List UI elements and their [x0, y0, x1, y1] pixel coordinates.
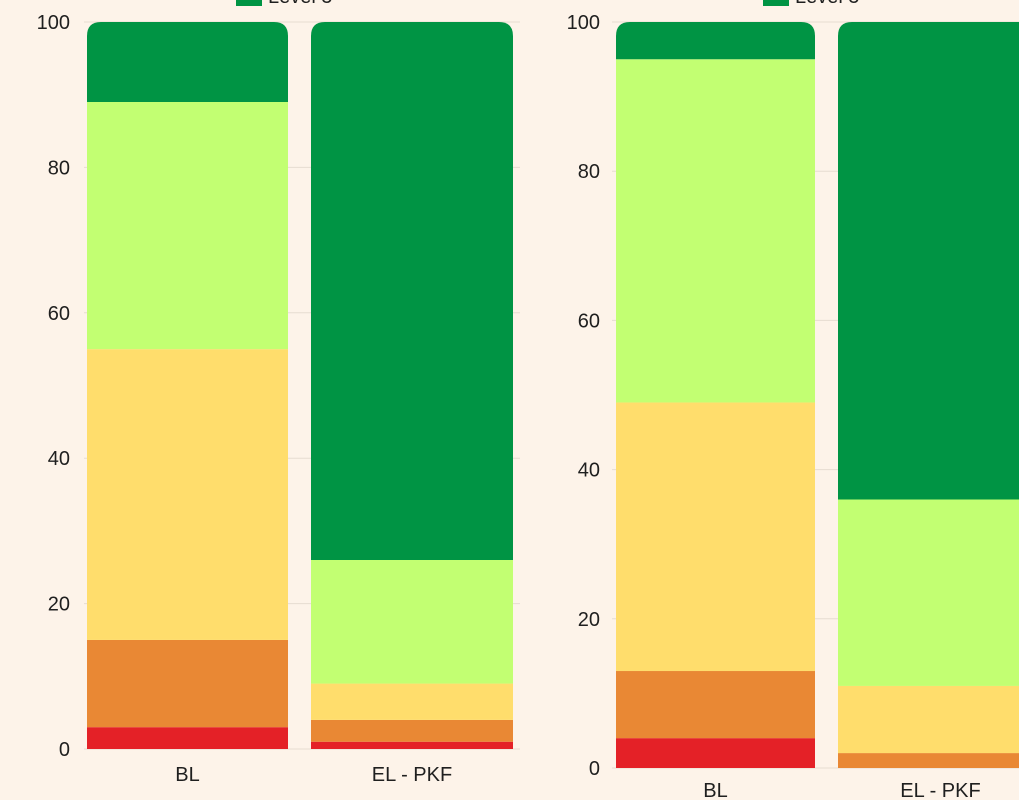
bar-segment-el-pkf-1	[311, 741, 513, 749]
x-category-label: BL	[703, 780, 727, 800]
bar-segment-el-pkf-2	[311, 719, 513, 742]
legend-swatch	[763, 0, 789, 6]
bar-segment-el-pkf-4	[838, 499, 1019, 686]
bar-segment-bl-2	[616, 671, 815, 739]
bar-segment-bl-4	[616, 59, 815, 403]
bar-segment-el-pkf-2	[838, 753, 1019, 768]
x-category-label: EL - PKF	[900, 780, 980, 800]
bar-segment-bl-4	[87, 101, 288, 350]
bar-segment-bl-5	[616, 22, 815, 60]
y-tick-label: 80	[578, 161, 600, 183]
bar-segment-el-pkf-5	[311, 22, 513, 560]
y-tick-label: 60	[48, 303, 70, 325]
legend: Level 5	[236, 0, 333, 8]
legend: Level 5	[763, 0, 860, 8]
legend-label: Level 5	[268, 0, 333, 8]
bar-segment-el-pkf-5	[838, 22, 1019, 500]
legend-swatch	[236, 0, 262, 6]
bar-segment-bl-1	[616, 738, 815, 768]
chart-2: 0 20 40 60 80 100 BL EL - PKF Level 5	[567, 0, 1019, 800]
y-tick-label: 100	[37, 12, 70, 34]
y-tick-label: 80	[48, 157, 70, 179]
x-category-label: BL	[175, 764, 199, 786]
x-category-label: EL - PKF	[372, 764, 452, 786]
bar-segment-bl-3	[616, 402, 815, 672]
bar-segment-bl-5	[87, 22, 288, 102]
bar-segment-bl-1	[87, 727, 288, 749]
y-tick-label: 40	[48, 448, 70, 470]
y-tick-label: 0	[589, 758, 600, 780]
bar-segment-bl-2	[87, 639, 288, 728]
y-tick-label: 20	[578, 609, 600, 631]
y-tick-label: 100	[567, 12, 600, 34]
y-tick-label: 60	[578, 310, 600, 332]
y-tick-label: 40	[578, 460, 600, 482]
bar-segment-el-pkf-3	[838, 685, 1019, 754]
y-tick-label: 20	[48, 594, 70, 616]
bar-segment-bl-3	[87, 349, 288, 640]
bar-segment-el-pkf-3	[311, 683, 513, 720]
y-tick-label: 0	[59, 739, 70, 761]
chart-1: 0 20 40 60 80 100 BL EL - PKF Level 5	[37, 0, 520, 786]
bar-segment-el-pkf-4	[311, 559, 513, 684]
legend-label: Level 5	[795, 0, 860, 8]
